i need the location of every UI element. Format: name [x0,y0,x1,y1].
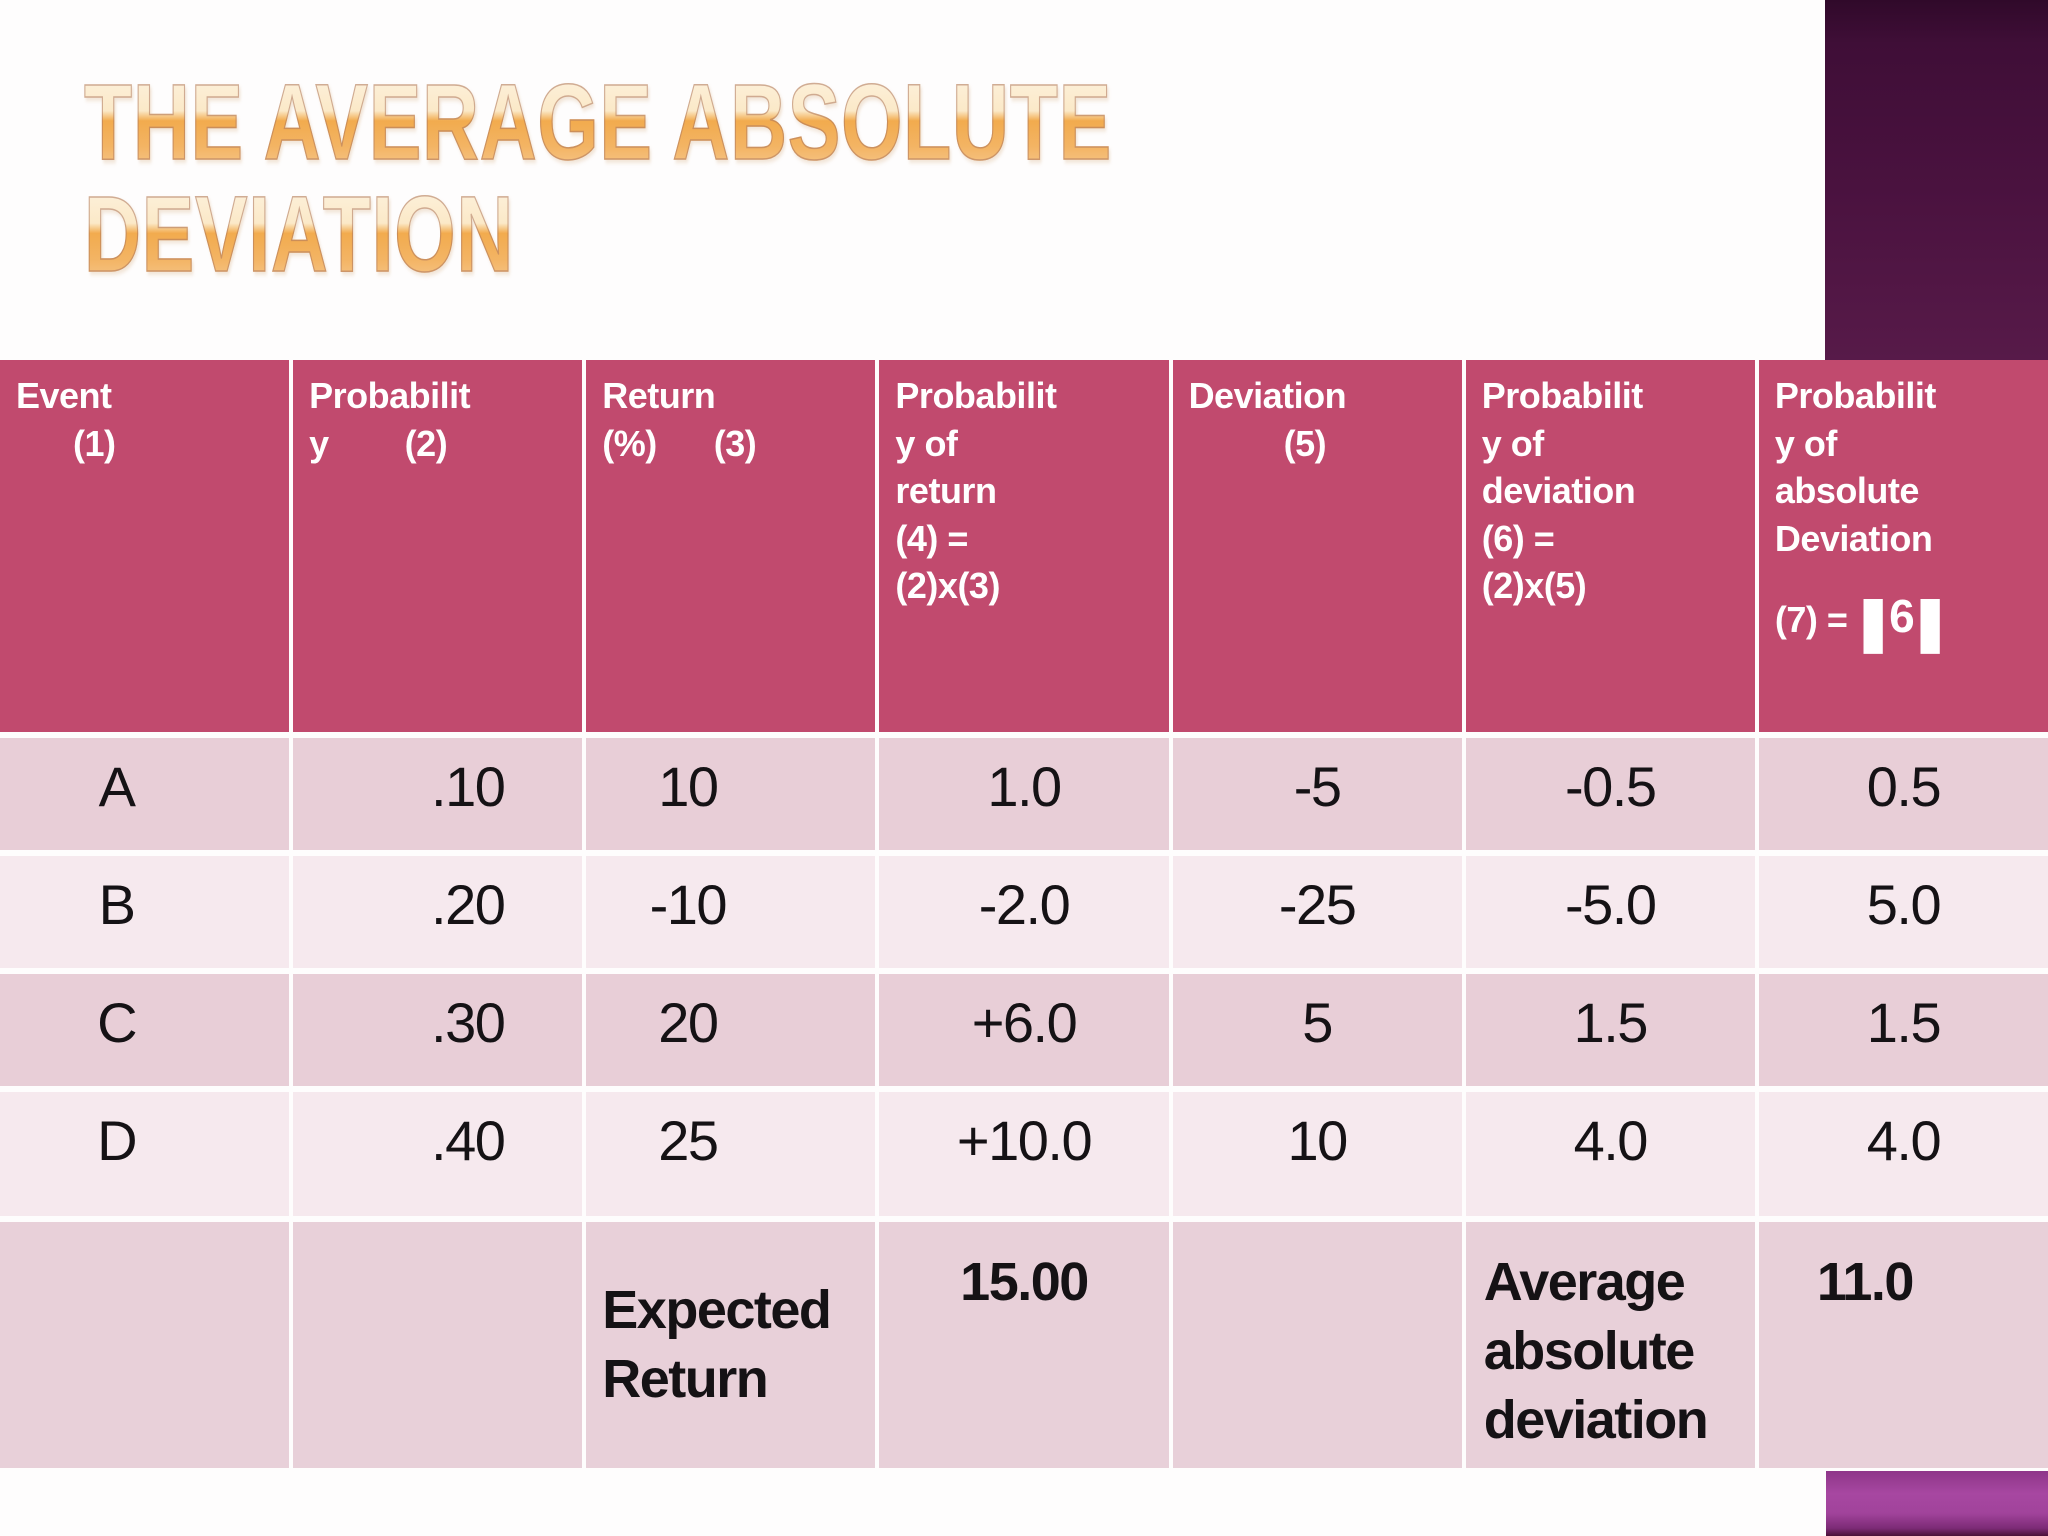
data-cell: 10 [1172,1092,1462,1216]
slide-title-line1: THE AVERAGE ABSOLUTE [83,61,1112,182]
data-cell: -5 [1172,738,1462,850]
empty-cell [0,1222,290,1468]
data-cell: 1.5 [1758,974,2048,1086]
data-cell: .40 [293,1092,583,1216]
data-cell: .10 [293,738,583,850]
data-cell: C [0,974,290,1086]
data-cell: 4.0 [1465,1092,1755,1216]
data-cell: +10.0 [879,1092,1169,1216]
deviation-table: Event (1) Probabilit y (2) Return (%) (3… [0,360,2048,1468]
average-absolute-deviation-value-cell: 11.0 [1758,1222,2048,1468]
data-cell: A [0,738,290,850]
data-cell: 20 [586,974,876,1086]
data-cell: -10 [586,856,876,968]
data-cell: 25 [586,1092,876,1216]
data-cell: D [0,1092,290,1216]
data-cell: 0.5 [1758,738,2048,850]
data-cell: +6.0 [879,974,1169,1086]
data-cell: -5.0 [1465,856,1755,968]
header-text: Probabilit y of absolute Deviation [1774,375,1937,559]
data-cell: .20 [293,856,583,968]
decor-bottom-right-rectangle [1826,1471,2048,1536]
empty-cell [1172,1222,1462,1468]
absolute-bar-left: | [1851,589,1895,655]
data-cell: 10 [586,738,876,850]
empty-cell [293,1222,583,1468]
header-probability-of-deviation: Probabilit y of deviation (6) = (2)x(5) [1465,360,1755,732]
data-cell: -0.5 [1465,738,1755,850]
decor-top-right-rectangle [1825,0,2048,360]
formula-prefix: (7) = [1774,599,1857,641]
data-cell: 5.0 [1758,856,2048,968]
header-probability: Probabilit y (2) [293,360,583,732]
data-cell: -25 [1172,856,1462,968]
absolute-bar-right: | [1909,589,1952,655]
data-cell: 5 [1172,974,1462,1086]
header-probability-of-absolute-deviation: Probabilit y of absolute Deviation (7) = … [1758,360,2048,732]
expected-return-value-cell: 15.00 [879,1222,1169,1468]
data-cell: 1.5 [1465,974,1755,1086]
data-cell: 1.0 [879,738,1169,850]
data-cell: 4.0 [1758,1092,2048,1216]
slide-title: THE AVERAGE ABSOLUTE DEVIATION [83,61,1112,295]
data-cell: -2.0 [879,856,1169,968]
formula-column-number: 6 [1889,590,1915,643]
header-event: Event (1) [0,360,290,732]
header-probability-of-return: Probabilit y of return (4) = (2)x(3) [879,360,1169,732]
header-deviation: Deviation (5) [1172,360,1462,732]
expected-return-label: Expected Return [602,1279,832,1409]
expected-return-label-cell: Expected Return [586,1222,876,1468]
average-absolute-deviation-label-cell: Average absolute deviation [1465,1222,1755,1468]
slide-title-line2: DEVIATION [83,173,514,295]
data-cell: B [0,856,290,968]
data-cell: .30 [293,974,583,1086]
absolute-value-formula: (7) = |6| [1775,586,2042,651]
header-return: Return (%) (3) [586,360,876,732]
